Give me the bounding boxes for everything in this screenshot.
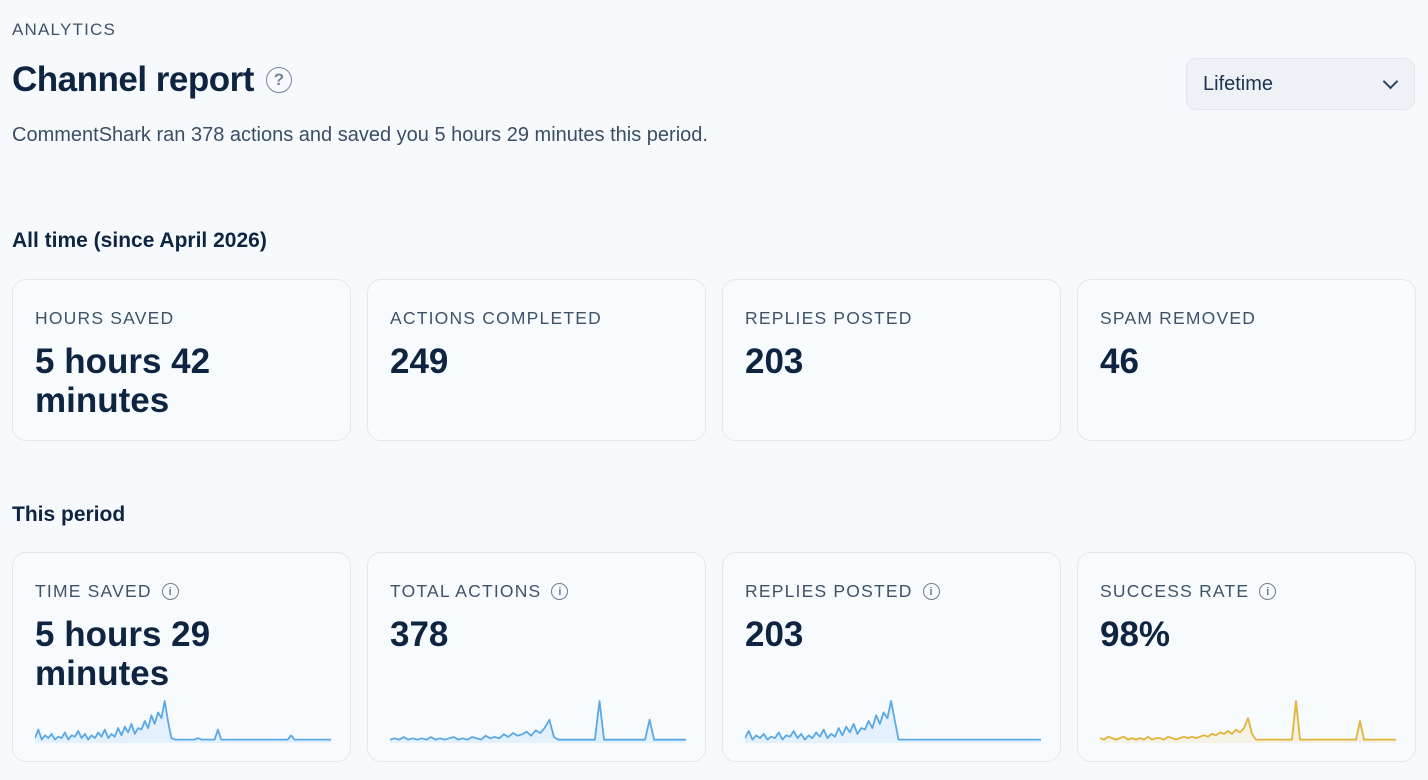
stat-card-replies-posted-period: REPLIES POSTED i 203	[722, 552, 1061, 762]
card-label: HOURS SAVED	[35, 308, 175, 328]
stat-card-success-rate: SUCCESS RATE i 98%	[1077, 552, 1416, 762]
card-label-text: TIME SAVED	[35, 581, 152, 601]
card-value: 203	[745, 342, 804, 381]
stat-card-spam-removed: SPAM REMOVED 46	[1077, 279, 1416, 441]
info-icon[interactable]: i	[551, 583, 569, 600]
page-title: Channel report	[12, 60, 254, 99]
sparkline-area	[745, 701, 1041, 743]
card-value: 378	[390, 615, 449, 654]
card-label: SUCCESS RATE i	[1100, 581, 1277, 602]
stat-card-replies-posted: REPLIES POSTED 203	[722, 279, 1061, 441]
card-label: TOTAL ACTIONS i	[390, 581, 569, 602]
card-label: REPLIES POSTED	[745, 308, 913, 328]
card-label: SPAM REMOVED	[1100, 308, 1257, 328]
stat-card-time-saved: TIME SAVED i 5 hours 29 minutes	[12, 552, 351, 762]
all-time-cards: HOURS SAVED 5 hours 42 minutes ACTIONS C…	[12, 279, 1416, 441]
card-label-text: REPLIES POSTED	[745, 581, 913, 601]
this-period-cards: TIME SAVED i 5 hours 29 minutes TOTAL AC…	[12, 552, 1416, 762]
help-icon[interactable]: ?	[265, 67, 292, 93]
sparkline-time-saved	[35, 700, 331, 743]
period-select-value: Lifetime	[1203, 72, 1274, 95]
sparkline-line	[390, 700, 686, 741]
stat-card-total-actions: TOTAL ACTIONS i 378	[367, 552, 706, 762]
sparkline-replies-posted	[745, 700, 1041, 743]
eyebrow-label: ANALYTICS	[12, 20, 117, 39]
card-value: 98%	[1100, 615, 1171, 654]
card-value: 5 hours 42 minutes	[35, 342, 211, 420]
info-icon[interactable]: i	[161, 583, 179, 600]
card-label-text: TOTAL ACTIONS	[390, 581, 542, 601]
period-select[interactable]: Lifetime	[1186, 58, 1415, 110]
card-label-text: SUCCESS RATE	[1100, 581, 1250, 601]
sparkline-area	[390, 701, 686, 743]
chevron-down-icon	[1382, 73, 1399, 89]
page-subtitle: CommentShark ran 378 actions and saved y…	[12, 124, 708, 146]
sparkline-total-actions	[390, 700, 686, 743]
card-label: TIME SAVED i	[35, 581, 179, 602]
card-value: 203	[745, 615, 804, 654]
card-value: 46	[1100, 342, 1139, 381]
this-period-heading: This period	[12, 503, 126, 526]
sparkline-line	[1100, 700, 1396, 741]
info-icon[interactable]: i	[922, 583, 940, 600]
info-icon[interactable]: i	[1259, 583, 1277, 600]
title-row: Channel report ?	[12, 60, 292, 100]
sparkline-area	[35, 701, 331, 743]
all-time-heading: All time (since April 2026)	[12, 229, 267, 252]
sparkline-line	[35, 700, 331, 741]
sparkline-line	[745, 700, 1041, 741]
card-value: 5 hours 29 minutes	[35, 615, 211, 693]
stat-card-actions-completed: ACTIONS COMPLETED 249	[367, 279, 706, 441]
stat-card-hours-saved: HOURS SAVED 5 hours 42 minutes	[12, 279, 351, 441]
sparkline-area	[1100, 701, 1396, 743]
card-value: 249	[390, 342, 449, 381]
card-label: REPLIES POSTED i	[745, 581, 940, 602]
card-label: ACTIONS COMPLETED	[390, 308, 602, 328]
sparkline-success-rate	[1100, 700, 1396, 743]
